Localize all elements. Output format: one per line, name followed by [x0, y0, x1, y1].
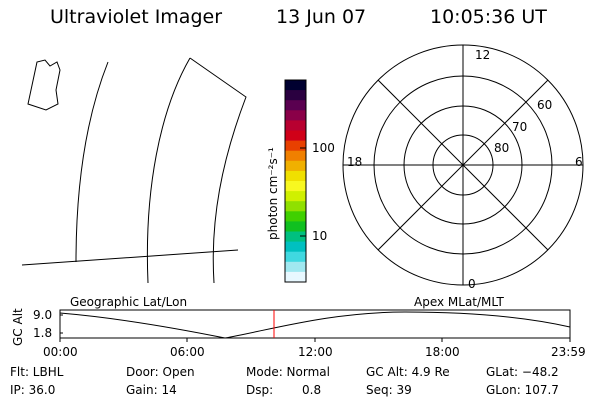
x-tick-0600: 06:00 — [170, 345, 205, 359]
geographic-map — [21, 57, 247, 284]
colorbar-segment — [285, 100, 306, 111]
colorbar-segment — [285, 110, 306, 121]
apex-caption: Apex MLat/MLT — [414, 295, 504, 309]
colorbar-frame — [284, 79, 307, 283]
glon-info: GLon: 107.7 — [486, 383, 559, 397]
colorbar-segment — [285, 120, 306, 131]
longitude-line-3 — [189, 57, 247, 284]
colorbar-segment — [285, 150, 306, 162]
geographic-caption: Geographic Lat/Lon — [70, 295, 188, 309]
sequence-info: Seq: 39 — [366, 383, 412, 397]
lat-label-80: 80 — [494, 141, 510, 155]
longitude-line-2 — [146, 57, 191, 284]
ip-info: IP: 36.0 — [10, 383, 56, 397]
mode-info: Mode: Normal — [246, 365, 330, 379]
colorbar-segment — [285, 201, 306, 212]
x-tick-2359: 23:59 — [551, 345, 586, 359]
dsp-value: 0.8 — [302, 383, 322, 397]
door-info: Door: Open — [126, 365, 195, 379]
gc-alt-info: GC Alt: 4.9 Re — [366, 365, 450, 379]
dsp-label: Dsp: — [246, 383, 274, 397]
colorbar-segment — [285, 241, 306, 253]
lat-label-70: 70 — [512, 120, 528, 134]
coastline-outline — [27, 59, 61, 111]
lat-label-60: 60 — [537, 98, 553, 112]
gain-info: Gain: 14 — [126, 383, 177, 397]
x-tick-1200: 12:00 — [298, 345, 333, 359]
colorbar-label-10: 10 — [312, 229, 328, 243]
colorbar-segment — [285, 271, 306, 283]
polar-diagonal-2 — [377, 79, 549, 251]
mlt-label-12: 12 — [475, 48, 491, 62]
colorbar-segment — [285, 221, 306, 232]
y-tick-label-9: 9.0 — [33, 308, 53, 322]
x-tick-1800: 18:00 — [425, 345, 460, 359]
filter-info: Flt: LBHL — [10, 365, 64, 379]
mlt-label-18: 18 — [347, 155, 363, 169]
timeline-ylabel: GC Alt — [11, 308, 25, 346]
colorbar-segment — [285, 160, 306, 172]
altitude-curve — [59, 311, 571, 339]
time-label: 10:05:36 UT — [430, 6, 547, 28]
colorbar-segment — [285, 90, 306, 101]
y-tick-label-1-8: 1.8 — [33, 326, 53, 340]
colorbar-segment — [285, 170, 306, 182]
colorbar-label-100: 100 — [312, 141, 335, 155]
colorbar-segment — [285, 191, 306, 202]
colorbar-segment — [285, 211, 306, 222]
mlt-label-0: 0 — [468, 277, 476, 291]
colorbar-unit-label: photon cm⁻²s⁻¹ — [266, 147, 280, 240]
timeline-x-ticks — [59, 338, 571, 342]
colorbar-segment — [285, 140, 306, 152]
colorbar-segment — [285, 261, 306, 273]
x-tick-0000: 00:00 — [43, 345, 78, 359]
colorbar-segment — [285, 231, 306, 243]
colorbar-segment — [285, 251, 306, 263]
timeline-frame — [59, 309, 571, 339]
polar-plot — [342, 44, 584, 286]
colorbar-segment — [285, 181, 306, 192]
latitude-line — [21, 249, 239, 266]
app-title: Ultraviolet Imager — [50, 6, 223, 28]
glat-info: GLat: −48.2 — [486, 365, 559, 379]
mlt-label-6: 6 — [575, 155, 583, 169]
colorbar-segment — [285, 130, 306, 142]
longitude-line-1 — [75, 61, 109, 263]
date-label: 13 Jun 07 — [276, 6, 367, 28]
colorbar — [285, 80, 306, 283]
colorbar-segment — [285, 80, 306, 91]
